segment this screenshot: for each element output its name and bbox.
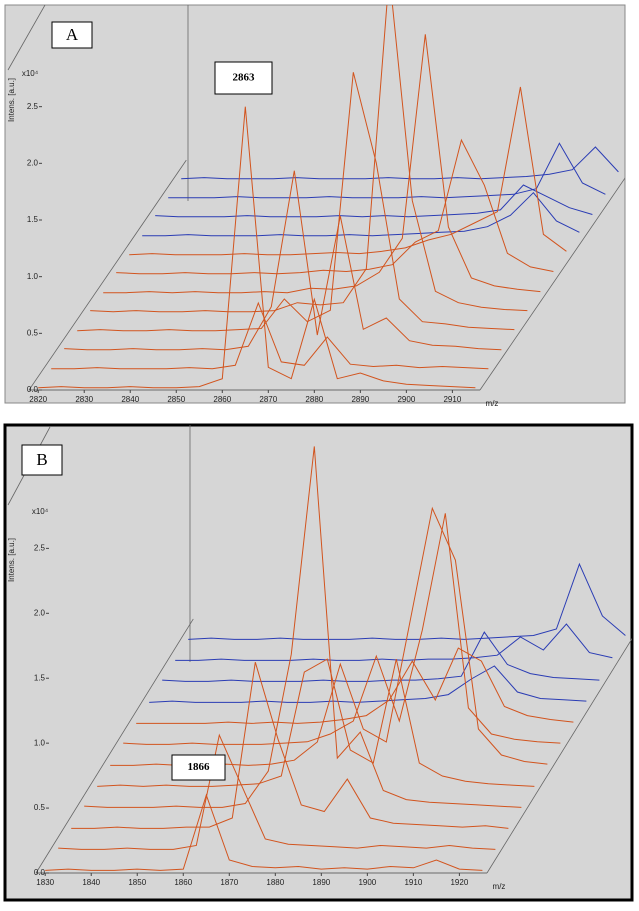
y-tick-label: 2.0 — [34, 608, 46, 617]
spectrum-trace — [103, 34, 541, 294]
y-tick-label: 1.5 — [34, 673, 46, 682]
spectrum-trace — [155, 184, 593, 218]
panel — [4, 4, 626, 404]
y-tick-label: 2.5 — [34, 543, 46, 552]
x-tick-label: 1840 — [82, 878, 100, 887]
spectrum-trace — [38, 106, 476, 389]
x-tick-label: 2830 — [75, 395, 93, 404]
annotation-box — [214, 61, 273, 95]
x-tick-label: 1910 — [404, 878, 422, 887]
spectrum-trace — [142, 191, 580, 237]
floor-edge — [35, 618, 194, 874]
x-tick-label: 2880 — [305, 395, 323, 404]
spectrum-trace — [123, 513, 561, 745]
panel-label: A — [66, 25, 79, 44]
x-tick-label: 1920 — [450, 878, 468, 887]
y-multiplier: x10⁴ — [22, 69, 39, 78]
x-tick-label: 2870 — [259, 395, 277, 404]
spectrum-trace — [149, 665, 587, 703]
y-tick-label: 0.5 — [34, 803, 46, 812]
spectrum-trace — [116, 138, 554, 275]
floor-edge — [486, 638, 632, 874]
x-tick-label: 2890 — [351, 395, 369, 404]
y-tick-label: 0.0 — [34, 868, 46, 877]
y-multiplier: x10⁴ — [32, 507, 49, 516]
panel-label-box — [21, 444, 63, 476]
panel — [3, 423, 634, 902]
y-tick-label: 1.0 — [34, 738, 46, 747]
annotation-box — [171, 754, 226, 781]
x-tick-label: 1900 — [358, 878, 376, 887]
x-tick-label: 2840 — [121, 395, 139, 404]
spectrum-trace — [97, 658, 535, 787]
spectrum-trace — [58, 733, 496, 850]
x-tick-label: 1830 — [36, 878, 54, 887]
annotation: 2863 — [233, 72, 256, 84]
x-tick-label: 2900 — [397, 395, 415, 404]
y-axis-label: Intens. [a.u.] — [7, 538, 16, 582]
floor-edge — [479, 177, 625, 391]
y-tick-label: 1.0 — [27, 272, 39, 281]
plot — [7, 5, 625, 391]
x-tick-label: 2860 — [213, 395, 231, 404]
panel-label: B — [36, 450, 47, 469]
floor-edge — [28, 159, 187, 391]
y-tick-label: 2.5 — [27, 102, 39, 111]
y-tick-label: 1.5 — [27, 215, 39, 224]
spectrum-trace — [77, 72, 515, 332]
spectrum-trace — [51, 301, 489, 370]
x-tick-label: 2910 — [443, 395, 461, 404]
spectrum-trace — [71, 662, 509, 829]
x-axis-label: m/z — [486, 399, 499, 408]
spectrum-trace — [64, 170, 502, 351]
frame-line — [7, 5, 46, 71]
spectrum-trace — [84, 446, 522, 808]
y-tick-label: 0.5 — [27, 328, 39, 337]
spectrum-trace — [175, 623, 613, 661]
y-tick-label: 2.0 — [27, 158, 39, 167]
x-tick-label: 1860 — [174, 878, 192, 887]
annotation: 1866 — [188, 761, 211, 773]
spectrum-trace — [181, 146, 619, 180]
x-tick-label: 2850 — [167, 395, 185, 404]
x-tick-label: 1870 — [220, 878, 238, 887]
spectrum-trace — [162, 631, 600, 682]
y-tick-label: 0.0 — [27, 385, 39, 394]
x-tick-label: 2820 — [29, 395, 47, 404]
x-tick-label: 1880 — [266, 878, 284, 887]
x-tick-label: 1850 — [128, 878, 146, 887]
spectrum-trace — [90, 5, 528, 313]
y-axis-label: Intens. [a.u.] — [7, 78, 16, 122]
x-tick-label: 1890 — [312, 878, 330, 887]
x-axis-label: m/z — [493, 882, 506, 891]
spectrum-trace — [45, 793, 483, 871]
panel-label-box — [51, 21, 93, 49]
